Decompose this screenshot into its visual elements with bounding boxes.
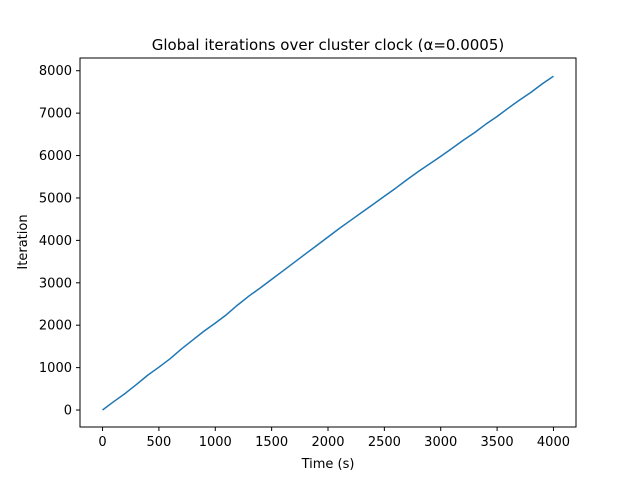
x-axis-ticks: 0 500 1000 1500 2000 2500 3000 3500 4000 <box>98 427 570 450</box>
x-tick-label: 0 <box>98 435 106 450</box>
y-tick-label: 5000 <box>39 191 72 206</box>
x-tick-label: 3500 <box>481 435 514 450</box>
x-tick-label: 2000 <box>311 435 344 450</box>
y-tick-label: 2000 <box>39 319 72 334</box>
y-tick-label: 0 <box>64 404 72 419</box>
y-axis-label: Iteration <box>16 214 31 269</box>
x-tick-label: 1000 <box>199 435 232 450</box>
y-tick-label: 7000 <box>39 107 72 122</box>
series-layer <box>102 75 554 411</box>
x-tick-label: 500 <box>146 435 171 450</box>
x-axis-label: Time (s) <box>301 457 355 472</box>
y-axis-ticks: 0 1000 2000 3000 4000 5000 6000 7000 8000 <box>39 64 80 419</box>
plot-frame <box>79 57 577 428</box>
y-tick-label: 4000 <box>39 234 72 249</box>
chart-title: Global iterations over cluster clock (α=… <box>152 36 505 54</box>
y-tick-label: 6000 <box>39 149 72 164</box>
y-tick-label: 8000 <box>39 64 72 79</box>
x-tick-label: 1500 <box>255 435 288 450</box>
x-tick-label: 3000 <box>424 435 457 450</box>
x-tick-label: 4000 <box>537 435 570 450</box>
y-tick-label: 1000 <box>39 361 72 376</box>
series-line-0 <box>102 75 554 411</box>
x-tick-label: 2500 <box>368 435 401 450</box>
y-tick-label: 3000 <box>39 276 72 291</box>
